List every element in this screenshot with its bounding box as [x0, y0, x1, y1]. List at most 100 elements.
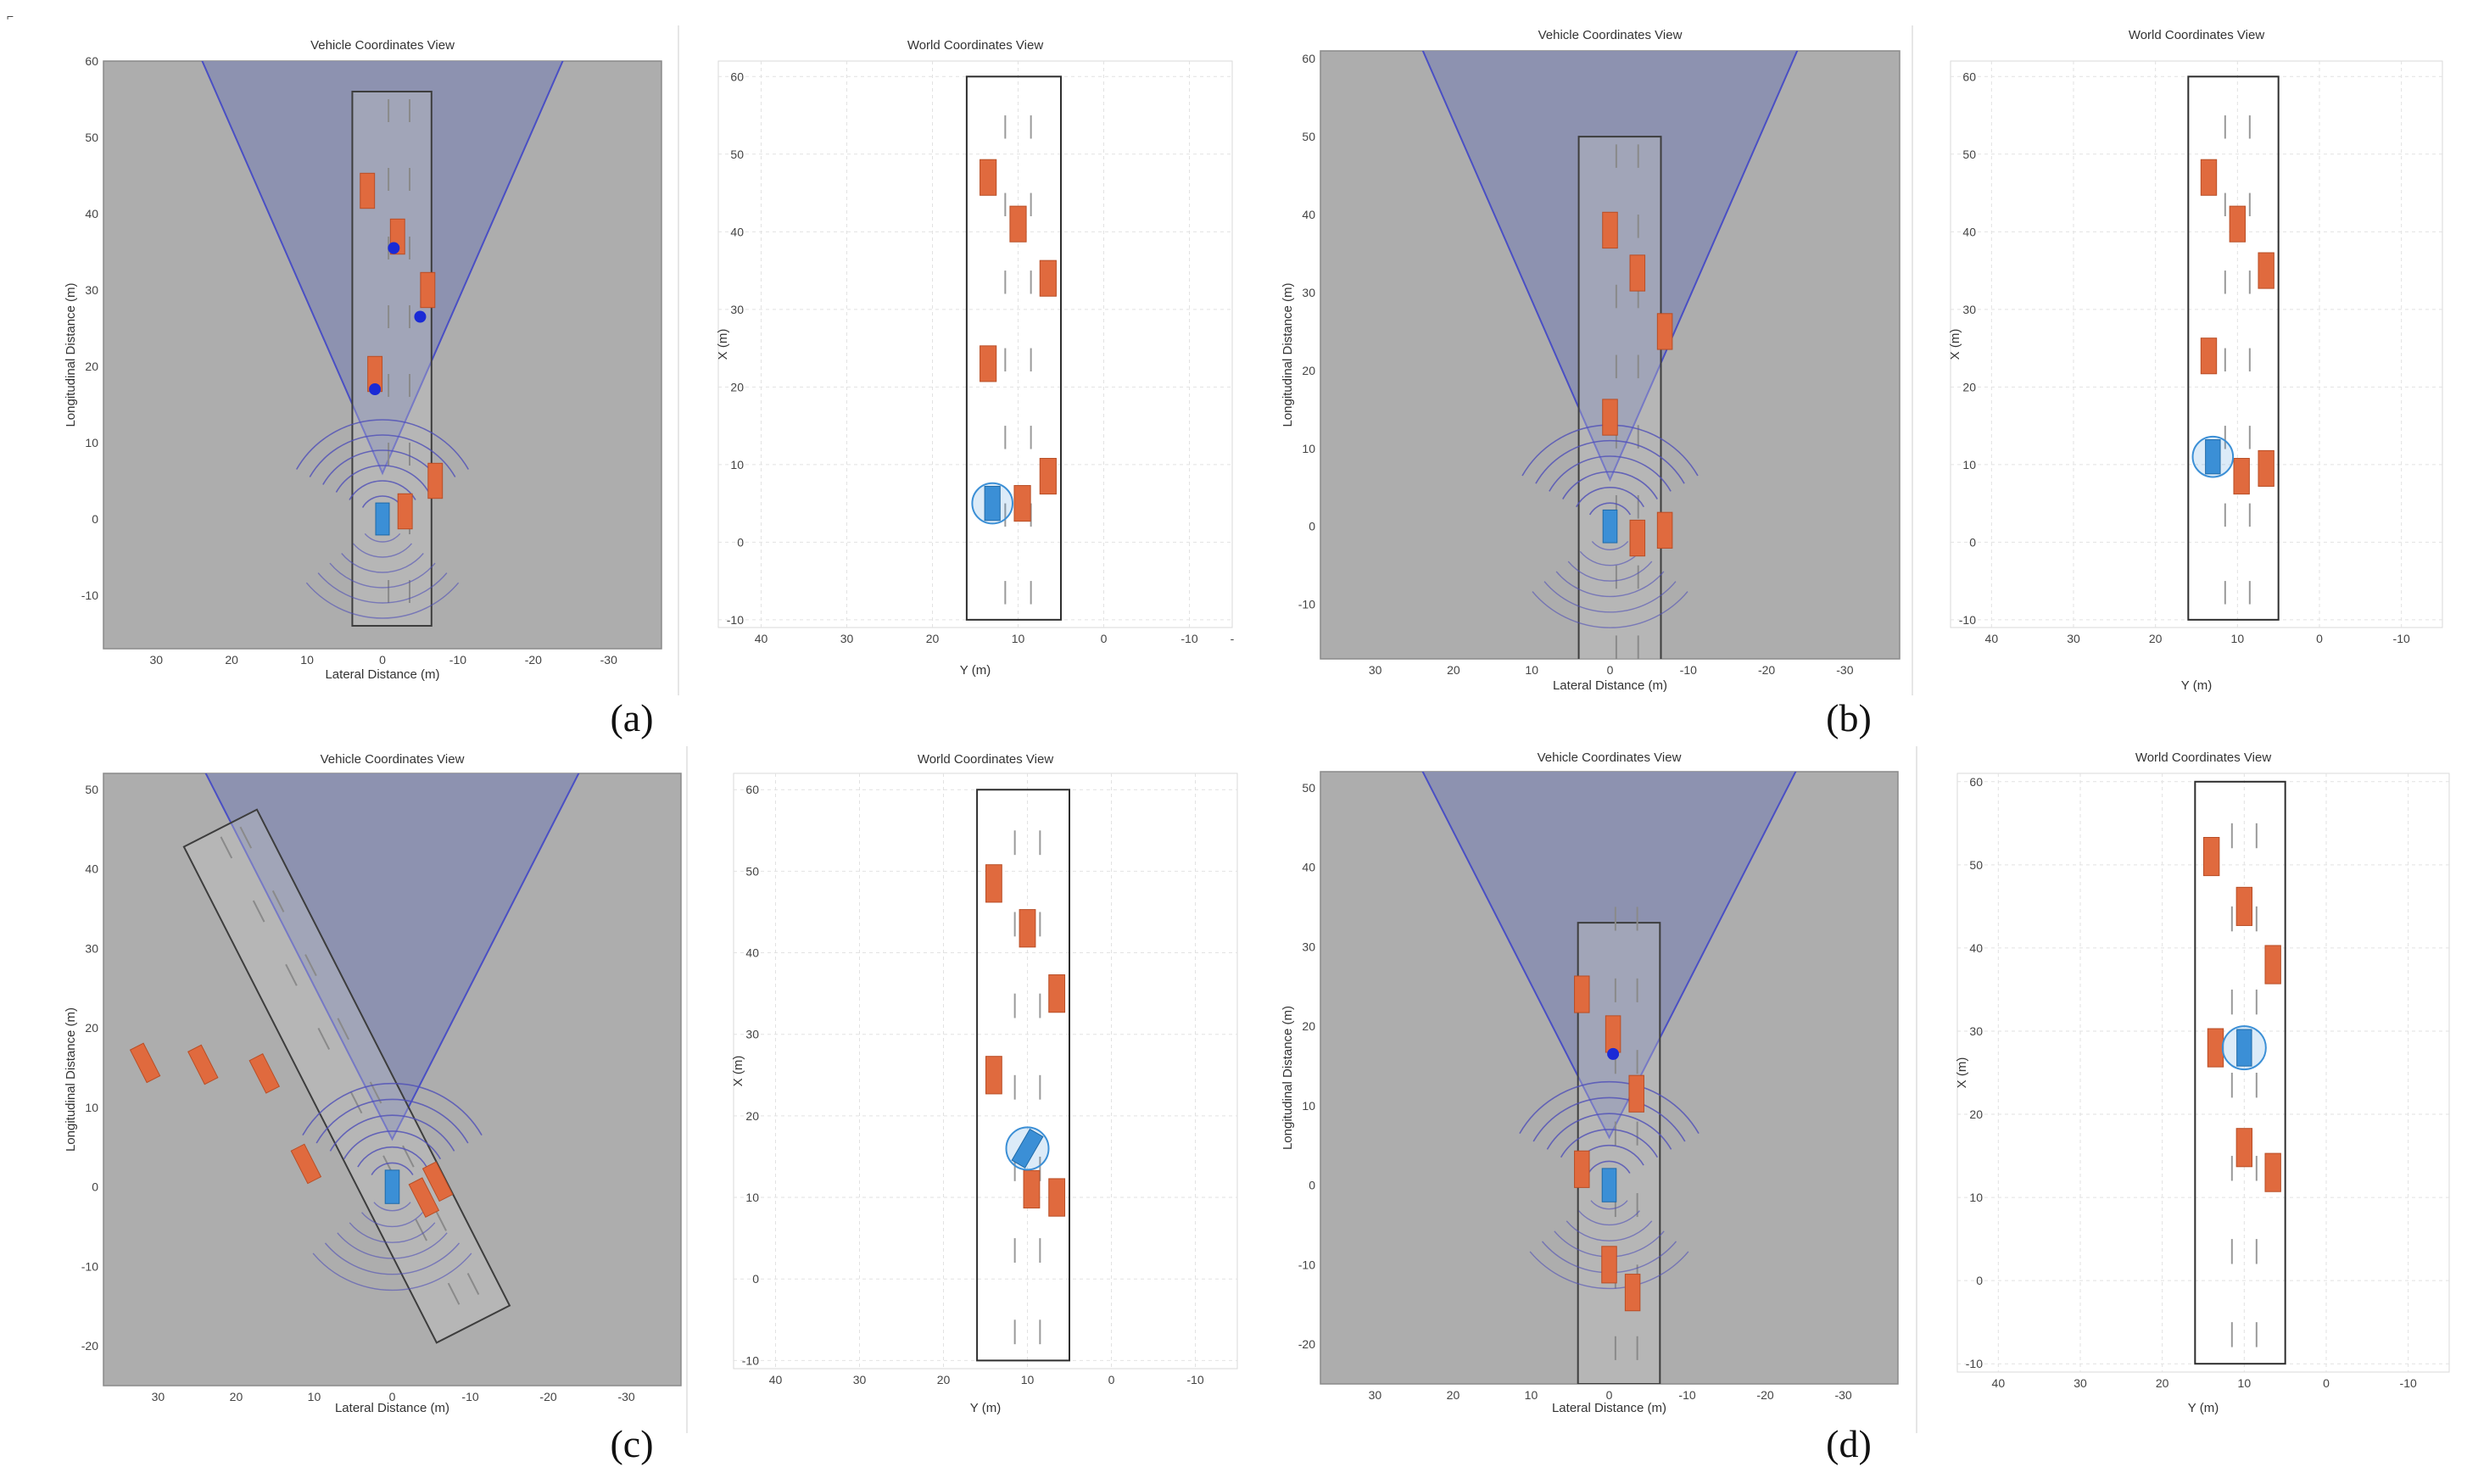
x-tick-label: 30: [149, 653, 163, 667]
radar-arc: [357, 1146, 427, 1168]
radar-arc-rear: [1591, 541, 1629, 551]
target-vehicle-3: [1628, 1074, 1644, 1113]
world-road-boundary: [976, 789, 1070, 1362]
radar-arc-rear: [1532, 591, 1688, 628]
radar-arc-rear: [1566, 1220, 1653, 1241]
panel-b: 30 20 10 0 -10 -20 -30 60 50 40 30 20 10 0 -10 Vehicle …: [1281, 28, 2443, 739]
world-target-vehicle-1: [2202, 837, 2220, 877]
world-y-tick-label: 30: [1962, 303, 1976, 316]
x-tick-label: -20: [1756, 1388, 1773, 1402]
target-vehicle-2: [1629, 254, 1646, 292]
world-view-xlabel: Y (m): [2181, 678, 2212, 693]
world-x-tick-label: 30: [2074, 1376, 2087, 1390]
panel-a: 30 20 10 0 -10 -20 -306050403020100-10Vehicle …: [64, 38, 1235, 739]
target-vehicle-4: [1574, 1150, 1590, 1188]
vehicle-view-xlabel: Lateral Distance (m): [1553, 678, 1667, 693]
radar-arc-rear: [361, 1212, 423, 1228]
world-x-tick-label: 40: [769, 1373, 783, 1386]
lane-marking: [415, 1219, 428, 1241]
world-plot-area: [717, 60, 1233, 628]
x-tick-label: -20: [539, 1390, 556, 1403]
lane-marking: [220, 836, 233, 859]
y-tick-label: -10: [81, 589, 98, 602]
world-y-tick-label: 10: [730, 458, 744, 471]
x-tick-label: 20: [225, 653, 238, 667]
y-tick-label: -10: [1298, 598, 1315, 611]
world-target-vehicle-4: [2200, 338, 2218, 375]
radar-arc: [1519, 1080, 1700, 1135]
world-target-vehicle-2: [2235, 886, 2253, 926]
caption-b: (b): [1826, 696, 1872, 739]
radar-arc: [1562, 471, 1658, 499]
world-plot-area: [1956, 773, 2450, 1373]
target-vehicle-3: [420, 271, 436, 309]
world-x-tick-label: 0: [1108, 1373, 1115, 1386]
world-y-tick-label: 60: [1962, 70, 1976, 83]
target-vehicle-5: [1629, 519, 1646, 557]
road-group: [1577, 136, 1662, 659]
y-tick-label: 0: [92, 512, 98, 526]
target-vehicle-6: [397, 493, 413, 530]
world-coordinates-view: 40 30 20 10 0 -10 60 50 40 30 20 10 0 -10 World Coordi…: [1955, 750, 2450, 1415]
x-tick-label: -10: [1680, 663, 1697, 677]
world-x-tick-label: 40: [755, 632, 768, 645]
world-coordinates-view: 40 30 20 10 0 -10 - 60 50 40 30 20 10 0 -10 World Coord…: [716, 38, 1235, 678]
radar-arc-rear: [305, 582, 460, 619]
lane-marking: [317, 1027, 331, 1050]
world-y-tick-label: 10: [745, 1191, 759, 1204]
panels-group: 30 20 10 0 -10 -20 - 30 60 50 40 30 20 10 0 -10 Vehicle …: [64, 25, 2450, 1465]
target-vehicle-4: [1602, 399, 1618, 436]
radar-arc-rear: [341, 553, 424, 573]
world-target-vehicle-1: [985, 864, 1002, 903]
world-view-title: World Coordinates View: [918, 752, 1054, 767]
world-target-vehicle-3: [1039, 259, 1057, 297]
world-target-vehicle-3: [2258, 252, 2274, 289]
target-vehicle-5: [1601, 1246, 1617, 1284]
y-tick-label: 10: [85, 1101, 98, 1114]
world-x-tick-label: -: [1231, 632, 1235, 645]
target-vehicle-5: [427, 462, 444, 499]
world-ego-vehicle-icon: [2236, 1029, 2252, 1067]
vehicle-view-title: Vehicle Coordinates View: [321, 752, 465, 767]
radar-arc: [1549, 455, 1672, 492]
world-ego-vehicle-icon: [1011, 1128, 1044, 1169]
world-y-tick-label: 60: [730, 70, 744, 83]
radar-arc-rear: [373, 1202, 411, 1212]
y-tick-label: 30: [1302, 940, 1315, 953]
lane-marking: [239, 826, 253, 849]
world-road-boundary: [2187, 75, 2280, 621]
radar-arc: [1576, 486, 1644, 508]
x-tick-label: -10: [449, 653, 466, 667]
world-x-tick-label: -10: [2393, 632, 2410, 645]
vehicle-coordinates-view: 30 20 10 0 -10 -20 -30 50 40 30 20 10 0 -10 -20 Vehicle…: [1281, 750, 1899, 1415]
radar-arc: [335, 465, 430, 493]
target-vehicle-3: [1656, 313, 1673, 350]
target-vehicle-1: [1574, 975, 1590, 1013]
world-coordinates-view: 40 30 20 10 0 -10 60 50 40 30 20 10 0 -10 World Coordi…: [1948, 28, 2443, 693]
radar-arc-rear: [364, 533, 401, 543]
world-y-tick-label: 60: [1969, 775, 1983, 789]
x-tick-label: 20: [230, 1390, 243, 1403]
world-view-title: World Coordinates View: [2135, 750, 2272, 765]
target-vehicle-5: [408, 1177, 440, 1218]
world-target-vehicle-3: [1048, 974, 1066, 1013]
world-x-tick-label: 30: [840, 632, 854, 645]
world-view-xlabel: Y (m): [960, 663, 991, 678]
lane-marking: [271, 890, 285, 912]
y-tick-label: 20: [85, 1021, 98, 1035]
world-ego-vehicle-icon: [984, 485, 1001, 522]
world-x-tick-label: 20: [937, 1373, 951, 1386]
x-tick-label: 10: [300, 653, 314, 667]
world-target-vehicle-2: [2229, 205, 2247, 243]
world-y-tick-label: 20: [745, 1109, 759, 1123]
world-target-vehicle-4: [985, 1056, 1002, 1095]
y-tick-label: 0: [1309, 1179, 1315, 1192]
world-y-tick-label: 50: [730, 148, 744, 161]
vehicle-view-ylabel: Longitudinal Distance (m): [1281, 1006, 1295, 1150]
sensor-coverage-cone: [1421, 772, 1797, 1140]
world-target-vehicle-2: [1009, 205, 1027, 243]
radar-arc: [309, 434, 456, 477]
world-y-tick-label: 0: [1969, 535, 1976, 549]
world-target-vehicle-1: [980, 159, 997, 196]
world-target-vehicle-6: [2258, 449, 2274, 487]
